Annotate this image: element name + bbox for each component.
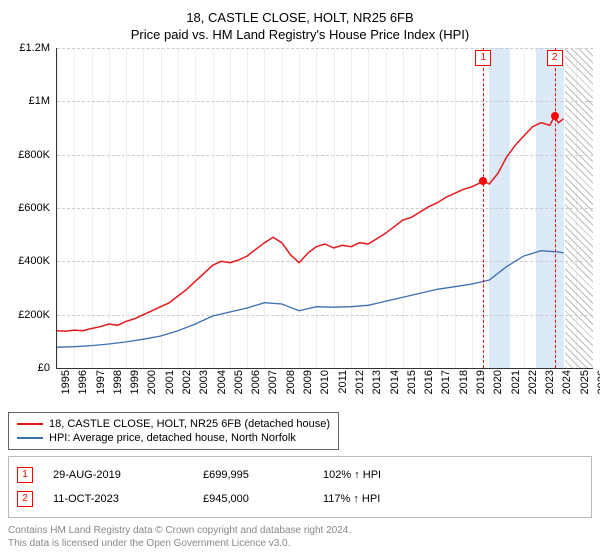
event-marker: 2 bbox=[547, 50, 563, 66]
chart-container: 18, CASTLE CLOSE, HOLT, NR25 6FB Price p… bbox=[0, 0, 600, 560]
event-hpi: 117% ↑ HPI bbox=[323, 493, 423, 505]
event-row: 1 29-AUG-2019 £699,995 102% ↑ HPI bbox=[17, 463, 583, 487]
x-tick-label: 2017 bbox=[440, 370, 452, 394]
legend-swatch bbox=[17, 423, 43, 425]
x-tick-label: 1999 bbox=[129, 370, 141, 394]
y-tick-label: £1M bbox=[6, 95, 50, 107]
x-tick-label: 2015 bbox=[406, 370, 418, 394]
x-tick-label: 2022 bbox=[527, 370, 539, 394]
x-tick-label: 2026 bbox=[596, 370, 600, 394]
x-tick-label: 2002 bbox=[181, 370, 193, 394]
x-tick-label: 2021 bbox=[510, 370, 522, 394]
x-tick-label: 2016 bbox=[423, 370, 435, 394]
y-tick-label: £0 bbox=[6, 362, 50, 374]
legend-swatch bbox=[17, 437, 43, 439]
event-hpi: 102% ↑ HPI bbox=[323, 469, 423, 481]
x-tick-label: 1996 bbox=[77, 370, 89, 394]
x-tick-label: 2008 bbox=[285, 370, 297, 394]
x-tick-label: 2005 bbox=[233, 370, 245, 394]
chart-title: 18, CASTLE CLOSE, HOLT, NR25 6FB bbox=[8, 10, 592, 25]
y-axis-labels: £0£200K£400K£600K£800K£1M£1.2M bbox=[8, 48, 52, 368]
x-tick-label: 2010 bbox=[319, 370, 331, 394]
chart-subtitle: Price paid vs. HM Land Registry's House … bbox=[8, 27, 592, 42]
x-tick-label: 1995 bbox=[60, 370, 72, 394]
series-blue bbox=[57, 251, 564, 348]
x-tick-label: 2025 bbox=[579, 370, 591, 394]
x-tick-label: 2013 bbox=[371, 370, 383, 394]
y-tick-label: £1.2M bbox=[6, 42, 50, 54]
x-tick-label: 2012 bbox=[354, 370, 366, 394]
legend-label: HPI: Average price, detached house, Nort… bbox=[49, 432, 296, 444]
x-tick-label: 2011 bbox=[337, 370, 349, 394]
y-tick-label: £400K bbox=[6, 255, 50, 267]
x-tick-label: 2003 bbox=[198, 370, 210, 394]
y-tick-label: £200K bbox=[6, 309, 50, 321]
event-line bbox=[555, 48, 556, 368]
x-tick-label: 2000 bbox=[146, 370, 158, 394]
license-text: Contains HM Land Registry data © Crown c… bbox=[8, 524, 592, 550]
series-red bbox=[57, 116, 564, 331]
x-tick-label: 2004 bbox=[216, 370, 228, 394]
license-line-1: Contains HM Land Registry data © Crown c… bbox=[8, 524, 592, 537]
license-line-2: This data is licensed under the Open Gov… bbox=[8, 537, 592, 550]
x-tick-label: 1998 bbox=[112, 370, 124, 394]
x-tick-label: 2007 bbox=[267, 370, 279, 394]
event-num: 1 bbox=[17, 467, 33, 483]
event-date: 11-OCT-2023 bbox=[53, 493, 183, 505]
y-tick-label: £800K bbox=[6, 149, 50, 161]
events-table: 1 29-AUG-2019 £699,995 102% ↑ HPI 2 11-OCT-20… bbox=[8, 456, 592, 518]
x-tick-label: 2024 bbox=[561, 370, 573, 394]
plot-region: 12 bbox=[56, 48, 593, 369]
legend-label: 18, CASTLE CLOSE, HOLT, NR25 6FB (detach… bbox=[49, 418, 330, 430]
x-tick-label: 2009 bbox=[302, 370, 314, 394]
event-dot bbox=[551, 112, 559, 120]
legend-row: HPI: Average price, detached house, Nort… bbox=[17, 431, 330, 445]
event-row: 2 11-OCT-2023 £945,000 117% ↑ HPI bbox=[17, 487, 583, 511]
chart-area: £0£200K£400K£600K£800K£1M£1.2M 12 199519… bbox=[8, 48, 592, 408]
event-price: £699,995 bbox=[203, 469, 303, 481]
x-tick-label: 2001 bbox=[164, 370, 176, 394]
event-price: £945,000 bbox=[203, 493, 303, 505]
x-tick-label: 2020 bbox=[492, 370, 504, 394]
x-tick-label: 2019 bbox=[475, 370, 487, 394]
event-marker: 1 bbox=[475, 50, 491, 66]
x-tick-label: 2023 bbox=[544, 370, 556, 394]
series-svg bbox=[57, 48, 593, 368]
x-tick-label: 2018 bbox=[458, 370, 470, 394]
x-tick-label: 2014 bbox=[389, 370, 401, 394]
legend-row: 18, CASTLE CLOSE, HOLT, NR25 6FB (detach… bbox=[17, 417, 330, 431]
x-tick-label: 2006 bbox=[250, 370, 262, 394]
event-date: 29-AUG-2019 bbox=[53, 469, 183, 481]
event-dot bbox=[479, 177, 487, 185]
legend-box: 18, CASTLE CLOSE, HOLT, NR25 6FB (detach… bbox=[8, 412, 339, 450]
event-num: 2 bbox=[17, 491, 33, 507]
event-line bbox=[483, 48, 484, 368]
title-block: 18, CASTLE CLOSE, HOLT, NR25 6FB Price p… bbox=[8, 10, 592, 42]
x-tick-label: 1997 bbox=[95, 370, 107, 394]
x-axis-labels: 1995 1996 1997 1998 1999 2000 2001 2002 2003 2004… bbox=[56, 370, 592, 410]
y-tick-label: £600K bbox=[6, 202, 50, 214]
